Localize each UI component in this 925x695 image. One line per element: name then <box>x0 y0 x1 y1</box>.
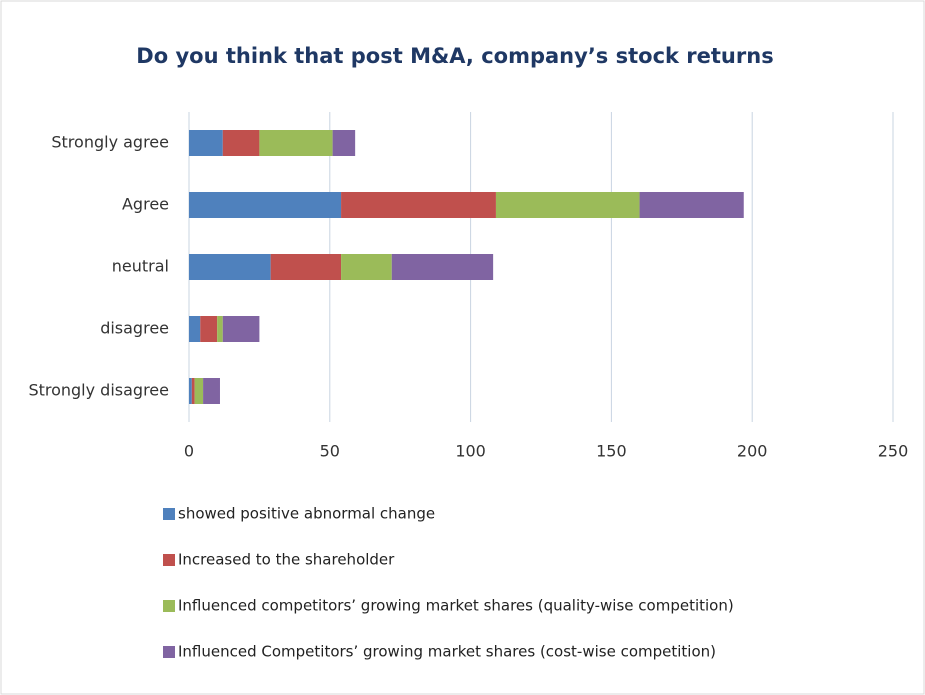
bar <box>639 192 744 218</box>
legend-swatch <box>163 600 175 612</box>
bar <box>203 378 220 404</box>
legend-label: Influenced competitors’ growing market s… <box>178 597 734 615</box>
bar <box>341 254 392 280</box>
bar <box>332 130 356 156</box>
bar <box>222 130 260 156</box>
bar <box>189 192 342 218</box>
legend-label: showed positive abnormal change <box>178 505 435 523</box>
bar <box>391 254 494 280</box>
y-tick-label: disagree <box>100 319 169 338</box>
bar <box>217 316 223 342</box>
legend-swatch <box>163 508 175 520</box>
bar <box>200 316 218 342</box>
bar <box>222 316 260 342</box>
x-tick-label: 100 <box>455 442 486 461</box>
y-tick-label: Strongly disagree <box>28 381 169 400</box>
legend-swatch <box>163 646 175 658</box>
x-tick-label: 200 <box>737 442 768 461</box>
bar <box>270 254 342 280</box>
bar <box>194 378 204 404</box>
bar <box>189 130 223 156</box>
bar <box>191 378 195 404</box>
bar <box>341 192 496 218</box>
legend-label: Increased to the shareholder <box>178 551 395 569</box>
bar <box>189 254 271 280</box>
legend-label: Influenced Competitors’ growing market s… <box>178 643 716 661</box>
x-tick-label: 250 <box>878 442 909 461</box>
y-tick-label: Strongly agree <box>51 133 169 152</box>
y-tick-label: neutral <box>112 257 169 276</box>
bar <box>189 378 192 404</box>
x-tick-label: 50 <box>320 442 340 461</box>
bar <box>495 192 640 218</box>
bar <box>259 130 333 156</box>
y-tick-label: Agree <box>122 195 169 214</box>
legend-swatch <box>163 554 175 566</box>
x-tick-label: 150 <box>596 442 627 461</box>
chart-title: Do you think that post M&A, company’s st… <box>136 44 773 68</box>
bar <box>189 316 201 342</box>
x-tick-label: 0 <box>184 442 194 461</box>
